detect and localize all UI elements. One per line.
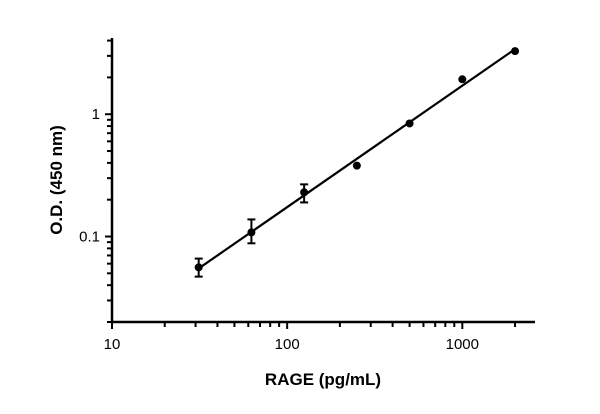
- data-point: [352, 161, 361, 170]
- data-point: [458, 75, 467, 84]
- data-point: [511, 47, 520, 56]
- y-axis-label: O.D. (450 nm): [47, 125, 66, 235]
- data-point: [405, 119, 414, 128]
- x-tick-label: 1000: [446, 336, 479, 353]
- x-tick-label: 100: [275, 336, 300, 353]
- fit-line: [198, 48, 516, 270]
- y-tick-label: 0.1: [79, 229, 100, 246]
- x-axis-label: RAGE (pg/mL): [265, 370, 381, 389]
- y-tick-label: 1: [92, 106, 100, 123]
- data-point: [247, 228, 256, 237]
- data-point: [300, 188, 309, 197]
- data-point: [194, 263, 203, 272]
- x-tick-label: 10: [104, 336, 121, 353]
